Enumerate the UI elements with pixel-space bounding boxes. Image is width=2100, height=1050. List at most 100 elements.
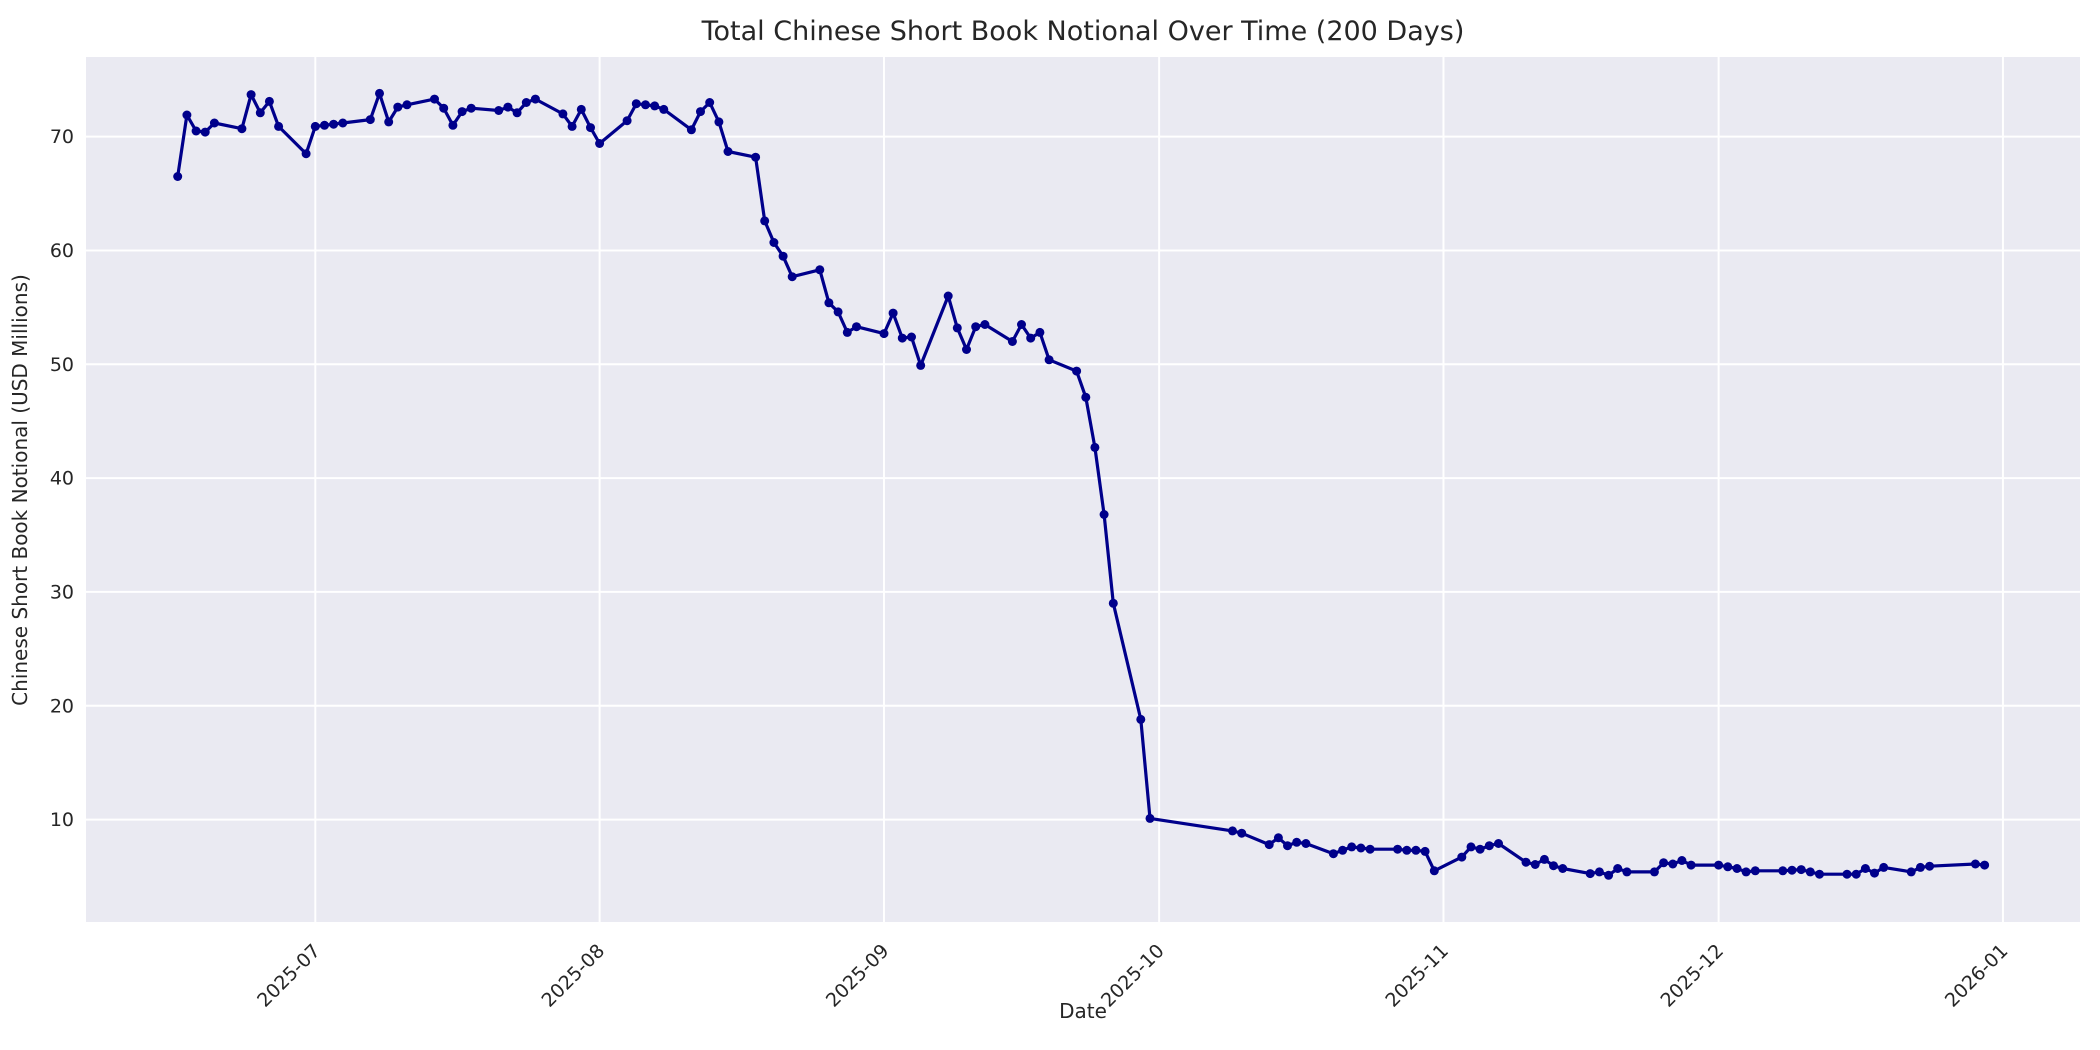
- x-tick-label: 2025-10: [1097, 940, 1169, 1012]
- data-point: [907, 332, 916, 342]
- plot-area: [86, 57, 2080, 922]
- data-point: [1842, 869, 1852, 879]
- x-tick-label: 2025-12: [1656, 940, 1728, 1012]
- data-point: [1090, 442, 1100, 452]
- data-point: [1007, 337, 1017, 346]
- data-point: [1328, 849, 1338, 859]
- data-point: [1549, 861, 1558, 871]
- y-tick-label: 30: [50, 581, 74, 603]
- data-point: [1484, 841, 1494, 851]
- data-point: [1347, 842, 1357, 852]
- x-tick-label: 2025-11: [1381, 940, 1453, 1012]
- data-point: [1622, 867, 1632, 877]
- data-point: [1035, 327, 1045, 337]
- data-point: [1732, 864, 1742, 873]
- x-axis-label: Date: [1059, 999, 1107, 1023]
- chart-title: Total Chinese Short Book Notional Over T…: [701, 16, 1465, 47]
- data-point: [329, 119, 339, 129]
- data-point: [1475, 844, 1485, 854]
- data-point: [760, 216, 770, 226]
- data-point: [751, 152, 761, 162]
- data-point: [255, 108, 265, 118]
- data-point: [1457, 852, 1467, 862]
- data-point: [521, 98, 531, 107]
- data-point: [1539, 854, 1549, 864]
- data-point: [1686, 860, 1696, 870]
- data-point: [1420, 846, 1430, 856]
- data-point: [182, 110, 192, 120]
- data-point: [430, 94, 439, 104]
- data-point: [1915, 862, 1925, 872]
- data-point: [641, 100, 650, 110]
- data-point: [1108, 598, 1118, 608]
- data-point: [567, 121, 577, 131]
- data-point: [1750, 866, 1760, 876]
- data-point: [1072, 366, 1082, 376]
- data-point: [1365, 844, 1375, 854]
- data-point: [723, 147, 733, 156]
- x-axis-tick-labels: 2025-07 2025-08 2025-09 2025-10 2025-11 2025-…: [253, 940, 2012, 1012]
- x-tick-label: 2025-07: [253, 940, 325, 1012]
- data-point: [558, 109, 568, 119]
- data-point: [833, 307, 843, 317]
- data-point: [1787, 865, 1797, 875]
- data-point: [787, 272, 797, 282]
- data-point: [1081, 392, 1091, 402]
- data-point: [1723, 862, 1733, 872]
- data-point: [173, 172, 183, 181]
- data-point: [879, 329, 889, 339]
- data-point: [1026, 333, 1036, 343]
- data-point: [962, 345, 971, 354]
- data-point: [1145, 813, 1155, 823]
- data-point: [778, 251, 788, 261]
- data-point: [1530, 860, 1540, 869]
- data-point: [1558, 864, 1568, 873]
- data-point: [1292, 837, 1302, 847]
- data-point: [457, 107, 467, 117]
- data-point: [824, 298, 834, 308]
- data-point: [1585, 869, 1595, 879]
- data-point: [842, 327, 852, 337]
- y-tick-label: 70: [50, 126, 74, 148]
- data-point: [1970, 859, 1980, 869]
- data-point: [1393, 844, 1403, 854]
- data-point: [631, 99, 641, 109]
- data-point: [1980, 860, 1990, 870]
- data-point: [393, 102, 403, 112]
- data-point: [686, 125, 696, 135]
- data-point: [1044, 355, 1054, 365]
- x-tick-label: 2026-01: [1941, 940, 2013, 1012]
- data-point: [1778, 866, 1788, 876]
- data-point: [1659, 858, 1669, 868]
- data-point: [1604, 870, 1614, 880]
- data-point: [815, 265, 825, 275]
- data-point: [402, 100, 412, 110]
- data-point: [1741, 867, 1751, 877]
- data-point: [1805, 867, 1815, 877]
- y-axis-label: Chinese Short Book Notional (USD Million…: [8, 274, 32, 706]
- y-tick-label: 20: [50, 695, 74, 717]
- data-point: [310, 121, 320, 131]
- data-point: [897, 333, 907, 343]
- data-point: [659, 104, 669, 114]
- data-point: [1714, 860, 1724, 870]
- data-point: [512, 108, 522, 118]
- data-point: [1649, 867, 1659, 877]
- data-point: [439, 103, 449, 113]
- data-point: [466, 103, 476, 113]
- data-point: [1237, 828, 1247, 838]
- data-point: [769, 238, 779, 247]
- data-point: [1099, 510, 1109, 519]
- data-point: [1870, 868, 1879, 878]
- data-point: [1521, 857, 1531, 867]
- data-point: [1879, 862, 1889, 872]
- y-tick-label: 10: [50, 809, 74, 831]
- data-point: [274, 121, 284, 131]
- data-point: [888, 308, 898, 318]
- data-point: [1402, 845, 1412, 855]
- data-point: [1677, 856, 1687, 865]
- data-point: [365, 115, 375, 125]
- data-point: [916, 360, 926, 370]
- data-point: [338, 118, 348, 128]
